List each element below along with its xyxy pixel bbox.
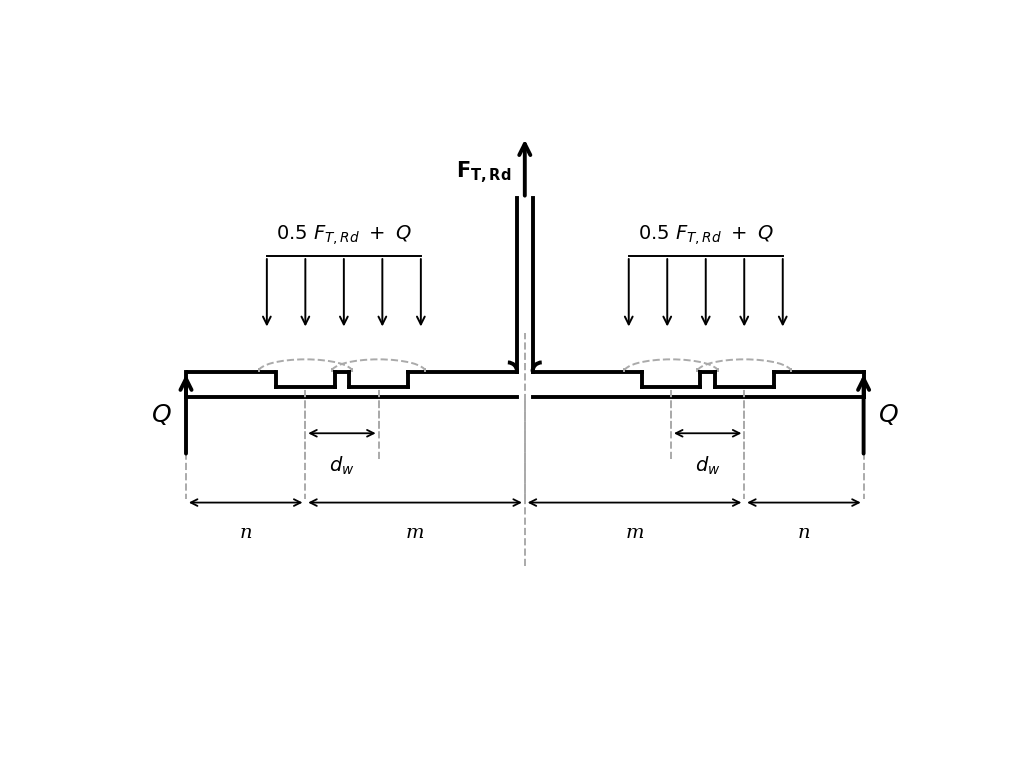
Text: n: n xyxy=(798,524,810,542)
Text: $Q$: $Q$ xyxy=(151,402,172,426)
Text: $\mathbf{F_{T,Rd}}$: $\mathbf{F_{T,Rd}}$ xyxy=(456,160,511,185)
Text: $d_w$: $d_w$ xyxy=(329,455,354,477)
Text: $0.5\ F_{T,Rd}\ +\ Q$: $0.5\ F_{T,Rd}\ +\ Q$ xyxy=(638,223,773,247)
Text: $d_w$: $d_w$ xyxy=(695,455,721,477)
Text: $0.5\ F_{T,Rd}\ +\ Q$: $0.5\ F_{T,Rd}\ +\ Q$ xyxy=(276,223,412,247)
Text: $Q$: $Q$ xyxy=(878,402,899,426)
Text: m: m xyxy=(406,524,424,542)
Text: m: m xyxy=(626,524,644,542)
Text: n: n xyxy=(240,524,252,542)
